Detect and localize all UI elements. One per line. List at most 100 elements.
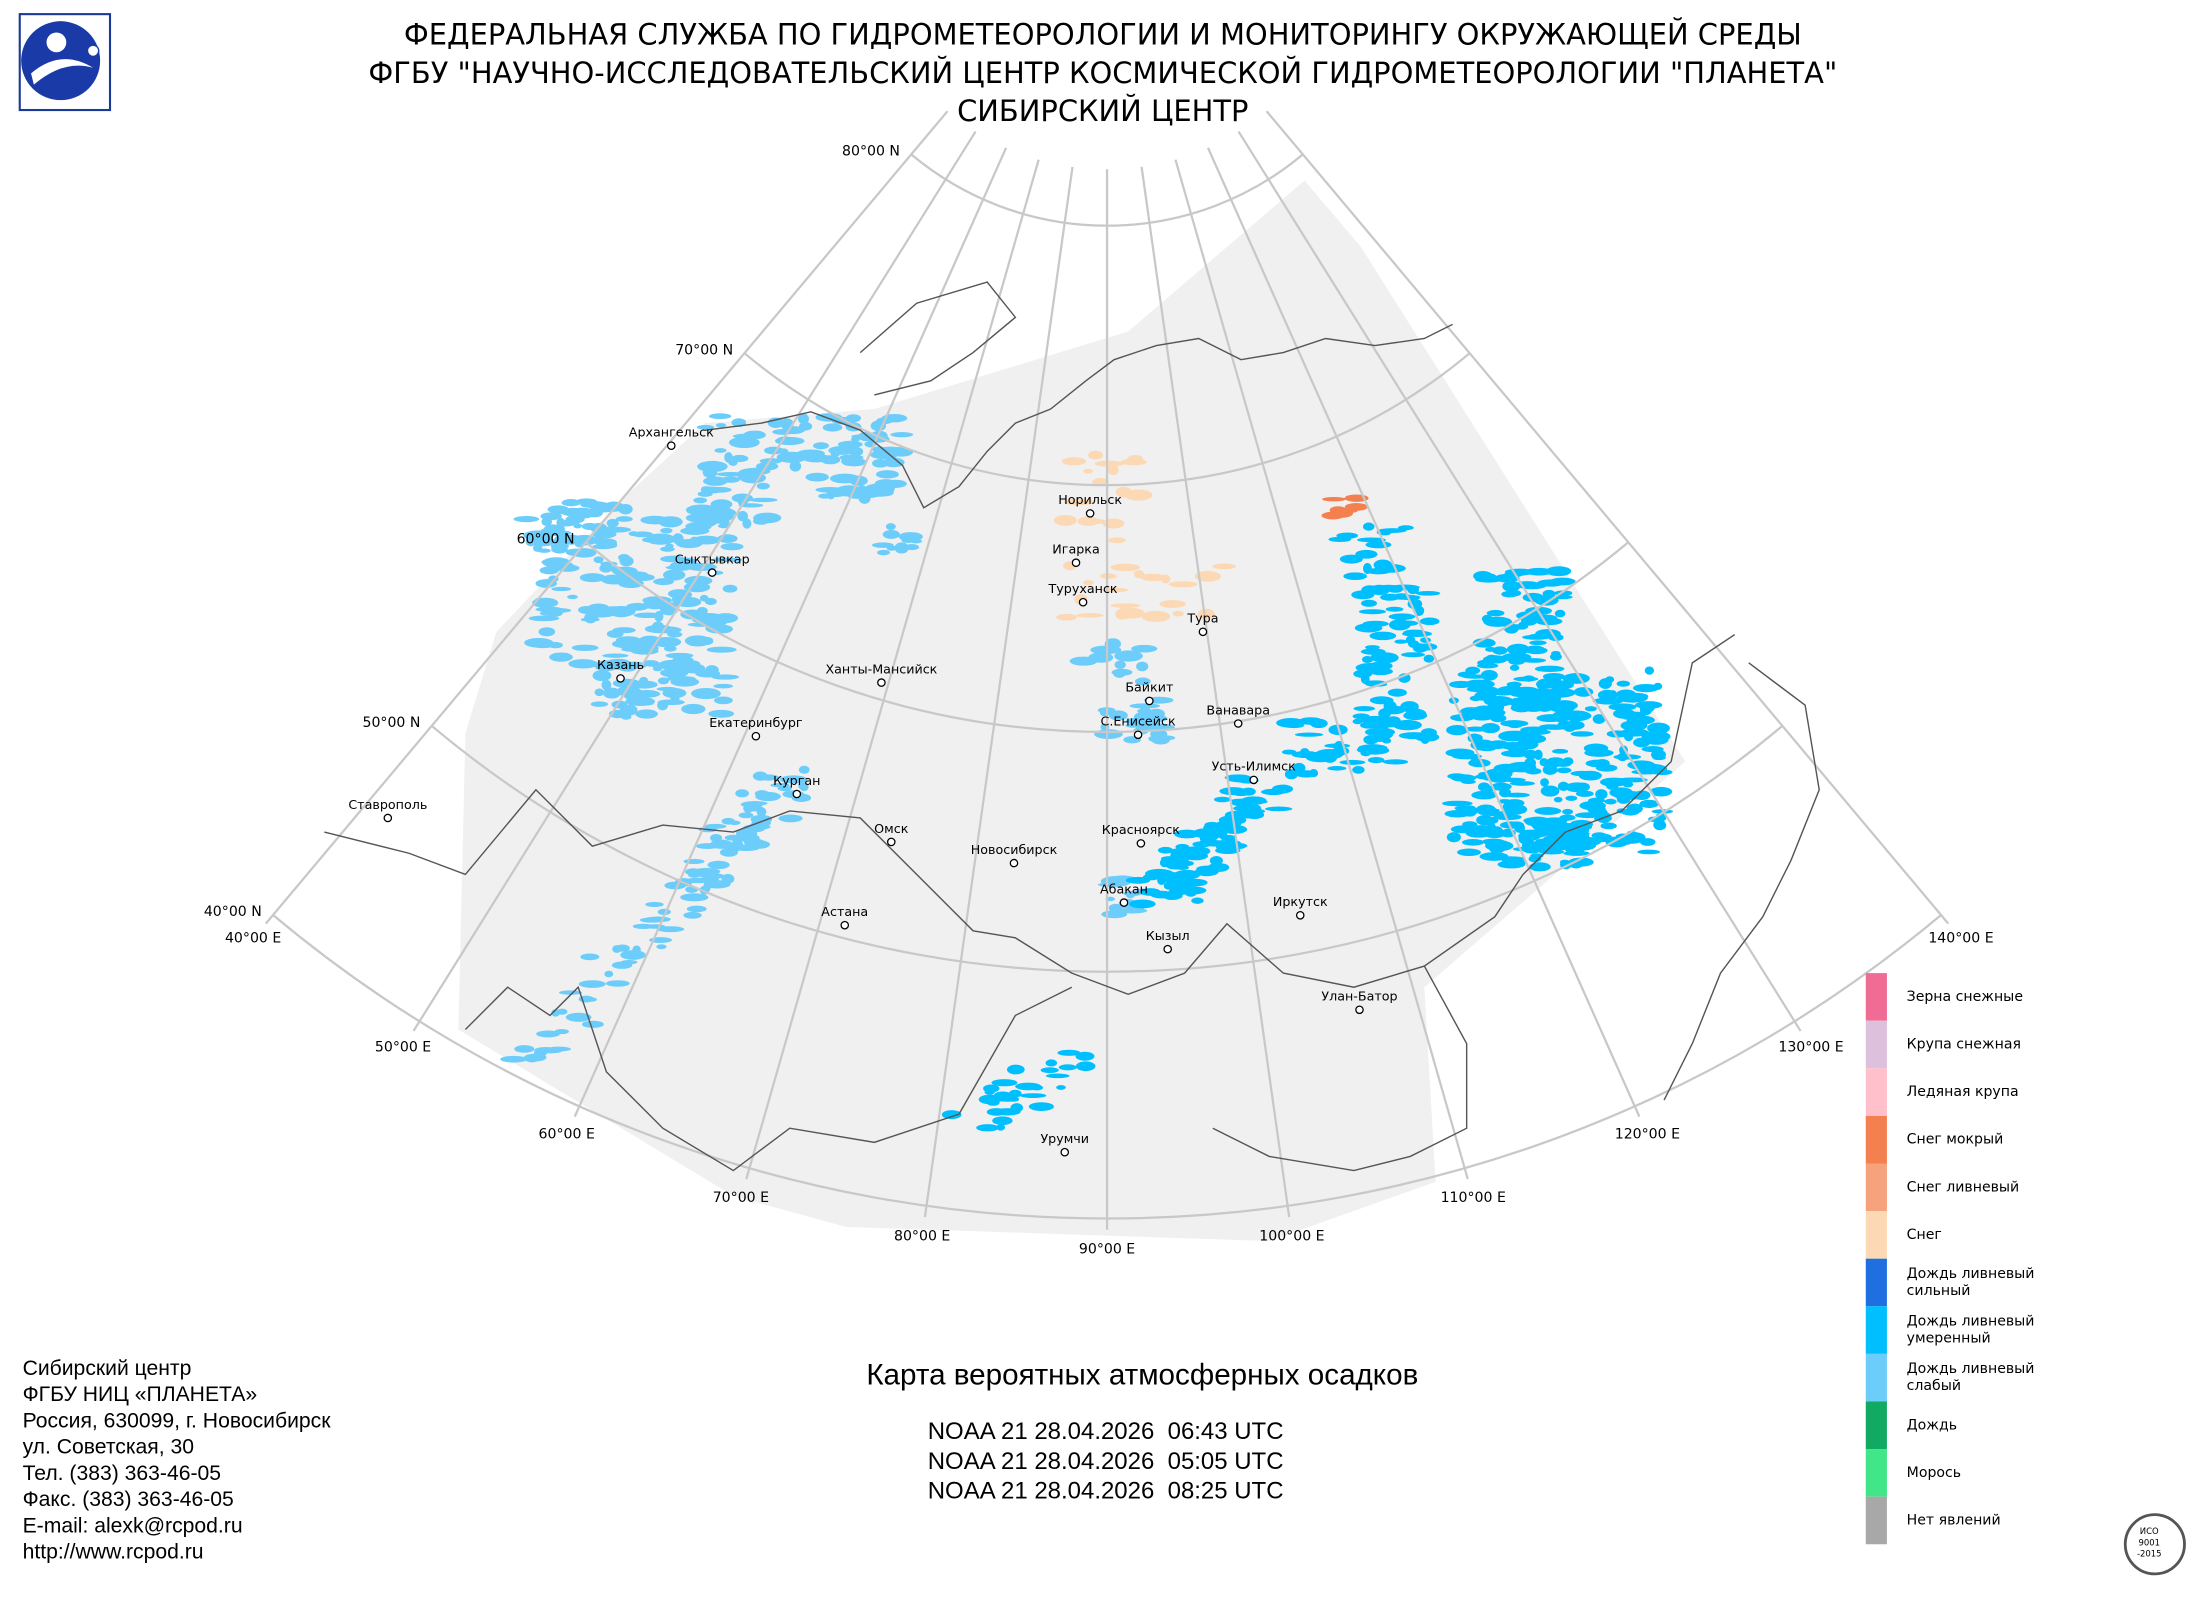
precip-cell <box>1497 860 1526 869</box>
city-label: Тура <box>1186 611 1218 626</box>
map-title: Карта вероятных атмосферных осадков <box>866 1358 1418 1391</box>
city-label: Ванавара <box>1206 702 1270 717</box>
precip-cell <box>1115 486 1132 498</box>
precip-cell <box>1546 566 1572 577</box>
precip-cell <box>1466 685 1498 693</box>
city-marker <box>1060 1147 1070 1157</box>
certificate-text: -2015 <box>2137 1549 2162 1559</box>
header-line: ФЕДЕРАЛЬНАЯ СЛУЖБА ПО ГИДРОМЕТЕОРОЛОГИИ … <box>404 18 1802 52</box>
precip-cell <box>1480 669 1498 681</box>
city-label: Байкит <box>1125 680 1174 695</box>
precip-cell <box>885 523 896 531</box>
precip-cell <box>551 586 572 592</box>
precip-cell <box>1619 711 1647 718</box>
precip-cell <box>1199 833 1217 844</box>
precip-cell <box>665 543 674 549</box>
precip-cell <box>1535 702 1554 712</box>
precip-cell <box>739 472 766 484</box>
precip-cell <box>1136 718 1152 726</box>
coastline <box>1663 662 1820 1101</box>
precip-cell <box>1369 696 1394 705</box>
precip-cell <box>535 579 557 588</box>
precip-cell <box>1077 516 1099 526</box>
precip-cell <box>1528 633 1548 639</box>
precip-cell <box>1124 489 1153 501</box>
precip-cell <box>1559 859 1569 865</box>
precip-cell <box>579 573 606 583</box>
precip-cell <box>1474 774 1498 780</box>
city-label: Норильск <box>1058 492 1122 507</box>
precip-cell <box>1178 844 1190 852</box>
contact-line: http://www.rcpod.ru <box>23 1541 204 1564</box>
precip-cell <box>660 668 689 678</box>
precip-cell <box>657 677 670 685</box>
precip-cell <box>1529 640 1547 646</box>
precip-cell <box>1115 608 1129 620</box>
precip-cell <box>1374 652 1399 664</box>
border <box>1212 965 1468 1172</box>
meridian <box>745 159 1040 1180</box>
precip-cell <box>1108 710 1128 721</box>
precip-cell <box>561 499 581 507</box>
precip-cell <box>1110 563 1141 572</box>
precip-cell <box>1194 570 1221 582</box>
precip-cell <box>1600 777 1628 787</box>
precip-cell <box>708 413 732 420</box>
city-label: Новосибирск <box>971 842 1058 857</box>
precip-cell <box>559 534 583 545</box>
precip-cell <box>1517 690 1548 702</box>
precip-cell <box>986 1100 1000 1106</box>
precip-cell <box>710 839 733 849</box>
precip-cell <box>1562 757 1574 766</box>
precip-cell <box>756 482 770 490</box>
city-marker <box>877 678 886 687</box>
coastline <box>859 281 1017 396</box>
precip-cell <box>1344 503 1368 511</box>
city-label: Туруханск <box>1048 581 1118 596</box>
precip-cell <box>764 446 784 455</box>
precip-cell <box>720 543 744 551</box>
precip-cell <box>832 475 855 481</box>
precip-cell <box>1629 726 1641 735</box>
precip-cell <box>1367 756 1385 764</box>
precip-cell <box>877 549 891 556</box>
precip-cell <box>529 640 558 649</box>
satellite-pass: NOAA 21 28.04.2026 08:25 UTC <box>928 1477 1284 1504</box>
precip-cell <box>1388 587 1403 593</box>
precip-cell <box>541 558 564 566</box>
precip-cell <box>1339 759 1366 765</box>
precip-cell <box>514 1045 535 1053</box>
precip-cell <box>1482 655 1508 664</box>
precip-cell <box>901 538 915 544</box>
precip-cell <box>1551 650 1561 656</box>
precip-cell <box>1368 584 1391 596</box>
precip-cell <box>1126 891 1135 899</box>
legend-swatch <box>1865 1306 1887 1354</box>
city-marker <box>1233 719 1243 728</box>
precip-cell <box>1419 617 1440 626</box>
precip-cell <box>1521 841 1550 849</box>
longitude-label: 140°00 E <box>1928 931 1993 947</box>
precip-cell <box>1538 849 1565 855</box>
precip-cell <box>1163 881 1175 890</box>
precip-cell <box>696 606 708 615</box>
legend-swatch <box>1865 1211 1887 1259</box>
city-label: Омск <box>874 821 909 836</box>
precip-cell <box>1351 590 1375 600</box>
precip-cell <box>1400 652 1426 658</box>
precip-cell <box>1651 749 1666 760</box>
precip-cell <box>1539 724 1562 730</box>
precip-cell <box>656 944 667 950</box>
precip-cell <box>1361 655 1374 663</box>
city-marker <box>1136 839 1146 848</box>
certificate-logo: ИСО 9001 -2015 <box>2123 1513 2186 1576</box>
precip-cell <box>713 683 734 689</box>
precip-cell <box>1415 590 1441 596</box>
precip-cell <box>632 923 654 929</box>
precip-cell <box>602 687 621 699</box>
precip-cell <box>1483 828 1506 839</box>
longitude-label: 130°00 E <box>1778 1040 1843 1056</box>
meridian <box>1265 110 1950 925</box>
precip-cell <box>813 442 829 450</box>
precip-cell <box>554 1028 569 1035</box>
